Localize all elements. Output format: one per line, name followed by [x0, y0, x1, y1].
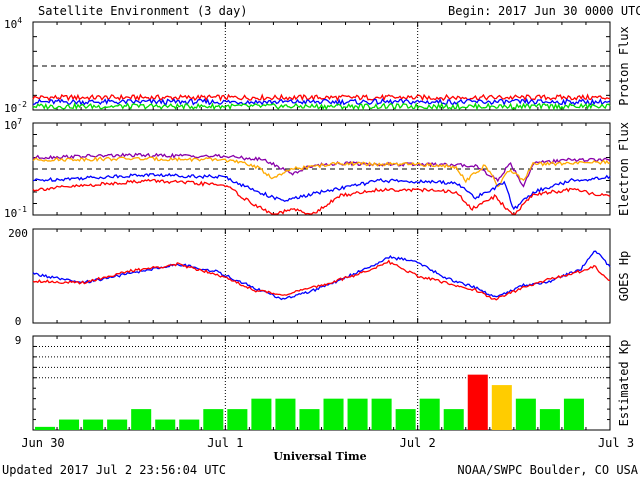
kp-bar — [323, 398, 344, 430]
proton-flux-series-line — [32, 97, 611, 107]
goes-hp-panel: GOES Hp 200 0 — [8, 227, 631, 328]
y-tick-label: 9 — [15, 334, 22, 347]
y-tick-label: 10-2 — [4, 100, 27, 115]
updated-timestamp: Updated 2017 Jul 2 23:56:04 UTC — [2, 463, 226, 477]
kp-bar — [59, 419, 80, 430]
y-tick-label: 200 — [8, 227, 28, 240]
proton-flux-series-line — [32, 93, 611, 102]
kp-bar — [35, 426, 56, 430]
proton-flux-ylabel: Proton Flux — [617, 26, 631, 105]
electron-flux-panel: Electron Flux 107 10-1 — [4, 117, 631, 220]
y-tick-label: 104 — [4, 16, 22, 31]
chart-title: Satellite Environment (3 day) — [38, 4, 248, 18]
kp-bar — [443, 409, 464, 430]
x-tick-label: Jul 3 — [598, 436, 634, 450]
goes-hp-series-line — [32, 259, 611, 301]
electron-flux-series-line — [32, 156, 611, 188]
kp-bar — [515, 398, 536, 430]
panels: Proton Flux 104 10-2 Electron Flux 107 10-1 GO… — [4, 16, 634, 450]
x-tick-label: Jul 2 — [400, 436, 436, 450]
electron-flux-series-line — [32, 152, 611, 188]
credit-text: NOAA/SWPC Boulder, CO USA — [457, 463, 638, 477]
electron-flux-series-line — [32, 178, 611, 215]
kp-bar — [539, 409, 560, 430]
kp-bar — [467, 374, 488, 430]
proton-flux-series-line — [32, 101, 611, 111]
x-tick-label: Jul 1 — [207, 436, 243, 450]
begin-label: Begin: — [448, 4, 491, 18]
y-tick-label: 107 — [4, 117, 22, 132]
kp-bar — [419, 398, 440, 430]
kp-bar — [155, 419, 176, 430]
proton-flux-panel: Proton Flux 104 10-2 — [4, 16, 631, 115]
y-tick-label: 10-1 — [4, 205, 27, 220]
kp-bar — [347, 398, 368, 430]
goes-hp-ylabel: GOES Hp — [617, 251, 631, 302]
kp-bar — [275, 398, 296, 430]
kp-bar — [563, 398, 584, 430]
estimated-kp-ylabel: Estimated Kp — [617, 340, 631, 427]
estimated-kp-frame — [32, 335, 611, 431]
kp-bar — [179, 419, 200, 430]
kp-bar — [251, 398, 272, 430]
estimated-kp-panel: Estimated Kp 9 — [15, 334, 631, 431]
kp-bar — [299, 409, 320, 430]
kp-bar — [395, 409, 416, 430]
kp-bar — [83, 419, 104, 430]
kp-bar — [203, 409, 224, 430]
x-tick-label: Jun 30 — [21, 436, 64, 450]
x-axis-label: Universal Time — [273, 450, 366, 463]
kp-bar — [131, 409, 152, 430]
begin-value: 2017 Jun 30 0000 UTC — [498, 4, 640, 18]
electron-flux-series-line — [32, 172, 611, 211]
goes-hp-frame — [32, 228, 611, 324]
y-tick-label: 0 — [15, 315, 22, 328]
kp-bar — [491, 385, 512, 430]
kp-bar — [107, 419, 128, 430]
kp-bar — [227, 409, 248, 430]
electron-flux-ylabel: Electron Flux — [617, 122, 631, 216]
kp-bar — [371, 398, 392, 430]
